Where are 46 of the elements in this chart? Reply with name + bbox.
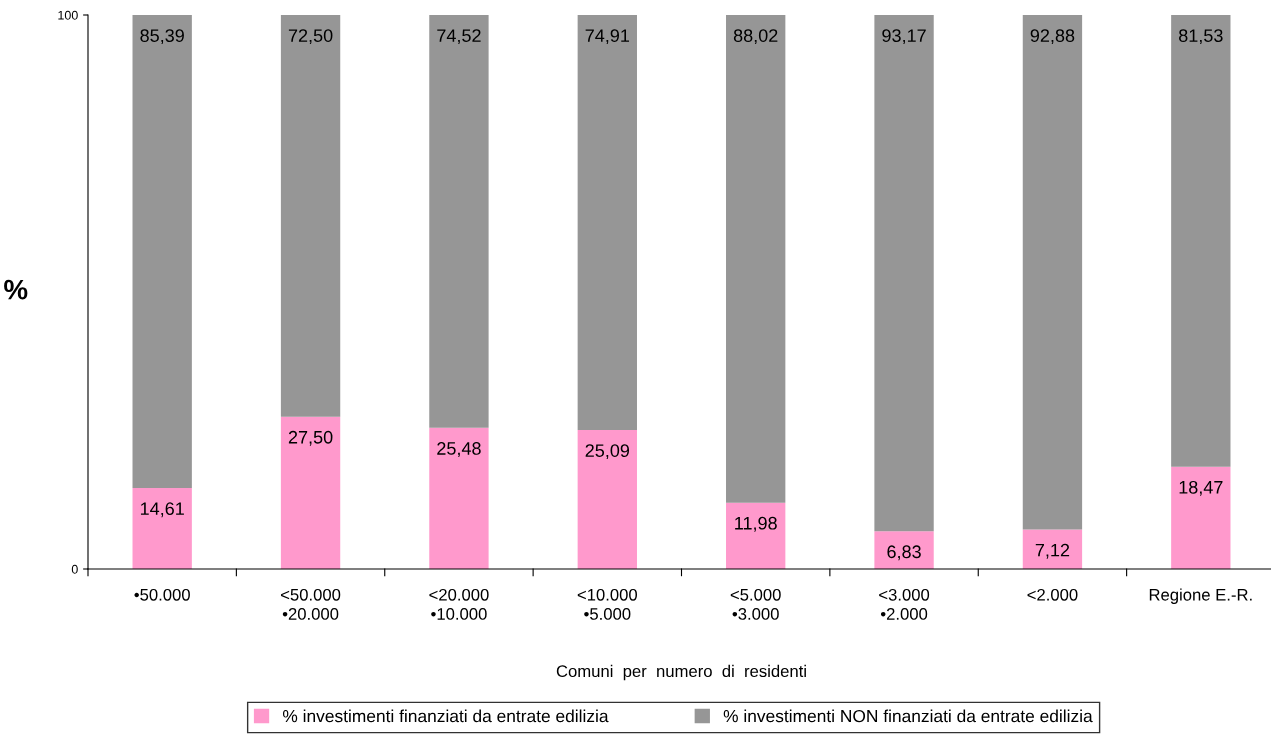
- bar: [280, 416, 341, 569]
- bar: [726, 15, 786, 503]
- data-label: 11,98: [735, 516, 777, 532]
- x-tick-label: <5.000 •3.000: [730, 588, 781, 620]
- data-label: 85,39: [140, 29, 184, 45]
- bar: [1022, 529, 1083, 569]
- data-label: 88,02: [733, 29, 778, 45]
- bar: [874, 531, 934, 569]
- data-label: 27,50: [288, 430, 333, 446]
- x-tick-label: <50.000 •20.000: [281, 588, 341, 620]
- bar: [429, 15, 489, 428]
- bar: [1171, 15, 1231, 467]
- y-tick-label: 100: [58, 10, 78, 20]
- data-label: 25,09: [585, 444, 630, 460]
- data-label: 81,53: [1179, 29, 1223, 45]
- legend-label: % investimenti finanziati da entrate edilizia: [282, 709, 609, 723]
- data-label: 14,61: [140, 502, 184, 518]
- data-label: 25,48: [437, 442, 481, 457]
- x-tick-label: Regione E.-R.: [1149, 588, 1252, 604]
- bar: [1022, 15, 1083, 530]
- data-label: 92,88: [1030, 29, 1075, 45]
- x-tick-label: <3.000 •2.000: [879, 588, 930, 620]
- bar: [280, 15, 341, 417]
- bar: [874, 15, 934, 532]
- legend-label: % investimenti NON finanziati da entrate edilizia: [723, 709, 1093, 723]
- bar: [1171, 466, 1231, 569]
- x-tick-label: •50.000: [134, 588, 190, 601]
- bar: [429, 427, 489, 569]
- bar: [726, 502, 786, 569]
- x-axis-title: Comuni per numero di residenti: [556, 664, 806, 681]
- data-label: 93,17: [882, 29, 926, 45]
- x-tick-label: <20.000 •10.000: [429, 588, 489, 620]
- bar: [132, 488, 192, 569]
- data-label: 7,12: [1035, 543, 1070, 559]
- data-label: 74,91: [585, 29, 630, 45]
- bar: [132, 15, 192, 489]
- y-axis-title: %: [4, 279, 28, 300]
- x-tick-label: <10.000 •5.000: [577, 588, 638, 620]
- bar: [577, 430, 637, 569]
- data-label: 74,52: [437, 29, 481, 45]
- x-tick-label: <2.000: [1027, 588, 1078, 601]
- bar: [577, 15, 637, 430]
- data-label: 72,50: [288, 29, 333, 45]
- data-label: 18,47: [1179, 480, 1223, 496]
- y-tick-label: 0: [71, 564, 78, 574]
- data-label: 6,83: [887, 545, 921, 561]
